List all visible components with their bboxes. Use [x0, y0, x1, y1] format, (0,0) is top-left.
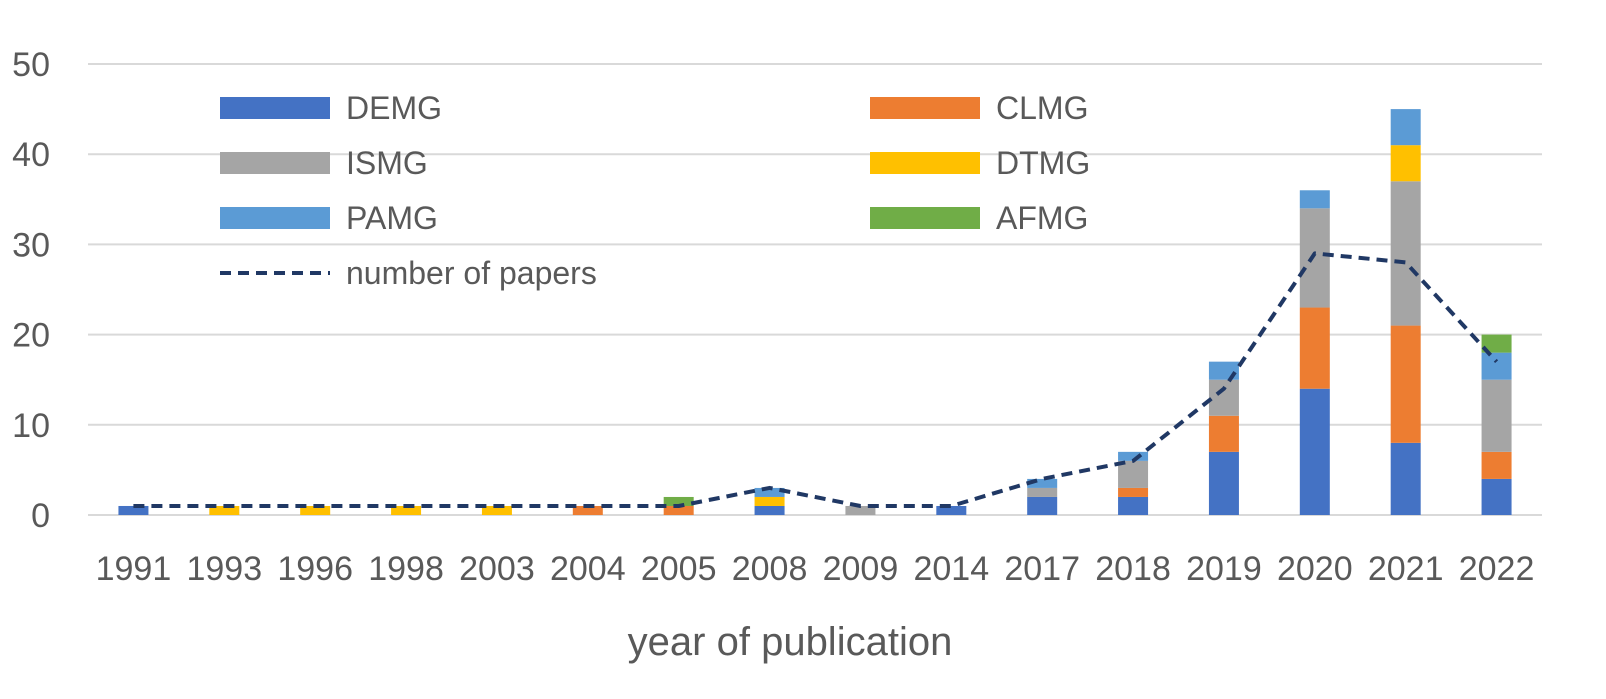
number-of-papers-line	[133, 251, 1499, 508]
legend-label-afmg: AFMG	[996, 200, 1088, 236]
x-tick-label: 2003	[459, 550, 535, 588]
x-axis-title: year of publication	[628, 620, 953, 664]
legend-swatch-afmg	[870, 207, 980, 229]
papers-line	[133, 251, 1499, 508]
bar-segment-ismg-2019	[1208, 379, 1239, 416]
bar-segment-ismg-2017	[1027, 487, 1058, 497]
x-tick-label: 2018	[1095, 550, 1171, 588]
legend-label-clmg: CLMG	[996, 90, 1088, 126]
bar-segment-demg-2017	[1027, 496, 1058, 515]
x-tick-label: 1996	[277, 550, 353, 588]
bar-segment-ismg-2009	[845, 505, 876, 515]
bar-segment-pamg-2018	[1118, 451, 1149, 461]
bar-segment-dtmg-1996	[300, 505, 331, 515]
bar-segment-demg-2022	[1481, 478, 1512, 515]
bar-segment-clmg-2004	[572, 505, 603, 515]
legend-swatch-demg	[220, 97, 330, 119]
bar-segment-afmg-2005	[663, 496, 694, 506]
y-tick-label: 40	[12, 136, 50, 174]
gridlines	[88, 63, 1542, 516]
x-tick-label: 2004	[550, 550, 626, 588]
bar-segment-ismg-2021	[1390, 181, 1421, 326]
bar-segment-pamg-2021	[1390, 109, 1421, 146]
x-tick-label: 2017	[1004, 550, 1080, 588]
bars	[118, 109, 1512, 515]
x-axis-ticks: 1991 1993 1996 1998 2003 2004 2005 2008 2009 2014…	[96, 550, 1535, 588]
legend-label-ismg: ISMG	[346, 145, 428, 181]
x-tick-label: 2009	[823, 550, 899, 588]
legend-label-demg: DEMG	[346, 90, 442, 126]
y-axis-ticks: 0 10 20 30 40 50	[12, 46, 50, 535]
bar-segment-dtmg-1998	[391, 505, 422, 515]
bar-segment-demg-2008	[754, 505, 785, 515]
bar-segment-pamg-2019	[1208, 361, 1239, 380]
legend-label-number-of-papers: number of papers	[346, 255, 597, 291]
bar-segment-clmg-2022	[1481, 451, 1512, 479]
bar-segment-dtmg-1993	[209, 505, 240, 515]
bar-segment-clmg-2018	[1118, 487, 1149, 497]
bar-segment-clmg-2021	[1390, 325, 1421, 443]
legend-label-dtmg: DTMG	[996, 145, 1090, 181]
bar-segment-clmg-2005	[663, 505, 694, 515]
bar-segment-pamg-2020	[1299, 190, 1330, 209]
x-tick-label: 1991	[96, 550, 172, 588]
y-tick-label: 10	[12, 407, 50, 445]
x-tick-label: 2008	[732, 550, 808, 588]
bar-segment-demg-1991	[118, 505, 149, 515]
y-tick-label: 30	[12, 226, 50, 264]
legend-label-pamg: PAMG	[346, 200, 438, 236]
bar-segment-ismg-2022	[1481, 379, 1512, 452]
x-tick-label: 2020	[1277, 550, 1353, 588]
bar-segment-demg-2019	[1208, 451, 1239, 515]
bar-segment-pamg-2008	[754, 487, 785, 497]
legend-swatch-ismg	[220, 152, 330, 174]
bar-segment-ismg-2020	[1299, 208, 1330, 308]
x-tick-label: 2019	[1186, 550, 1262, 588]
y-tick-label: 0	[31, 497, 50, 535]
bar-segment-dtmg-2021	[1390, 145, 1421, 182]
x-tick-label: 1998	[368, 550, 444, 588]
y-tick-label: 50	[12, 46, 50, 84]
bar-segment-afmg-2022	[1481, 334, 1512, 353]
legend-swatch-pamg	[220, 207, 330, 229]
x-tick-label: 1993	[186, 550, 262, 588]
legend-swatch-clmg	[870, 97, 980, 119]
y-tick-label: 20	[12, 317, 50, 355]
x-tick-label: 2021	[1368, 550, 1444, 588]
bar-segment-dtmg-2008	[754, 496, 785, 506]
bar-segment-demg-2014	[936, 505, 967, 515]
x-tick-label: 2022	[1459, 550, 1535, 588]
bar-segment-ismg-2018	[1118, 460, 1149, 488]
bar-segment-pamg-2022	[1481, 352, 1512, 380]
bar-segment-clmg-2020	[1299, 307, 1330, 389]
bar-segment-demg-2018	[1118, 496, 1149, 515]
x-tick-label: 2005	[641, 550, 717, 588]
legend-swatch-dtmg	[870, 152, 980, 174]
bar-segment-demg-2020	[1299, 388, 1330, 515]
bar-segment-demg-2021	[1390, 442, 1421, 515]
bar-segment-pamg-2017	[1027, 478, 1058, 488]
x-tick-label: 2014	[913, 550, 989, 588]
bar-segment-clmg-2019	[1208, 415, 1239, 452]
legend: DEMG CLMG ISMG DTMG PAMG AFMG number of papers	[220, 90, 1090, 291]
bar-segment-dtmg-2003	[481, 505, 512, 515]
